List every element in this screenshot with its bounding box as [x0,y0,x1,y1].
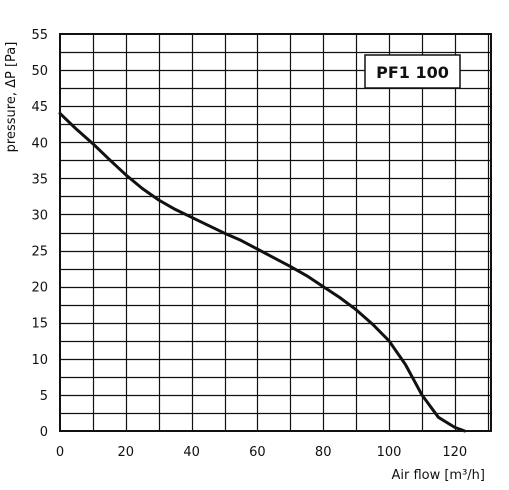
y-tick-label: 50 [31,64,48,79]
model-badge-label: PF1 100 [376,63,449,82]
y-tick-label: 25 [31,245,48,260]
series-line [58,111,467,433]
y-axis-ticks: 0 5 10 15 20 25 30 35 40 45 50 55 [31,28,48,440]
y-tick-label: 30 [31,208,48,223]
x-tick-label: 120 [442,445,467,460]
x-axis-ticks: 0 20 40 60 80 100 120 [56,445,467,460]
x-axis-title: Air flow [m³/h] [391,468,485,483]
y-tick-label: 10 [31,353,48,368]
x-tick-label: 40 [183,445,200,460]
y-tick-label: 45 [31,100,48,115]
x-tick-label: 80 [315,445,332,460]
x-tick-label: 0 [56,445,64,460]
y-tick-label: 40 [31,136,48,151]
x-tick-label: 100 [377,445,402,460]
y-tick-label: 5 [40,389,48,404]
y-tick-label: 20 [31,281,48,296]
plot-frame [59,33,492,432]
y-tick-label: 15 [31,317,48,332]
y-axis-title: pressure, ΔP [Pa] [4,42,19,153]
y-tick-label: 55 [31,28,48,43]
x-tick-label: 60 [249,445,266,460]
model-badge: PF1 100 [364,54,461,89]
x-tick-label: 20 [118,445,135,460]
model-badge-box [364,54,461,89]
y-tick-label: 35 [31,172,48,187]
grid [60,34,491,431]
y-tick-label: 0 [40,425,48,440]
